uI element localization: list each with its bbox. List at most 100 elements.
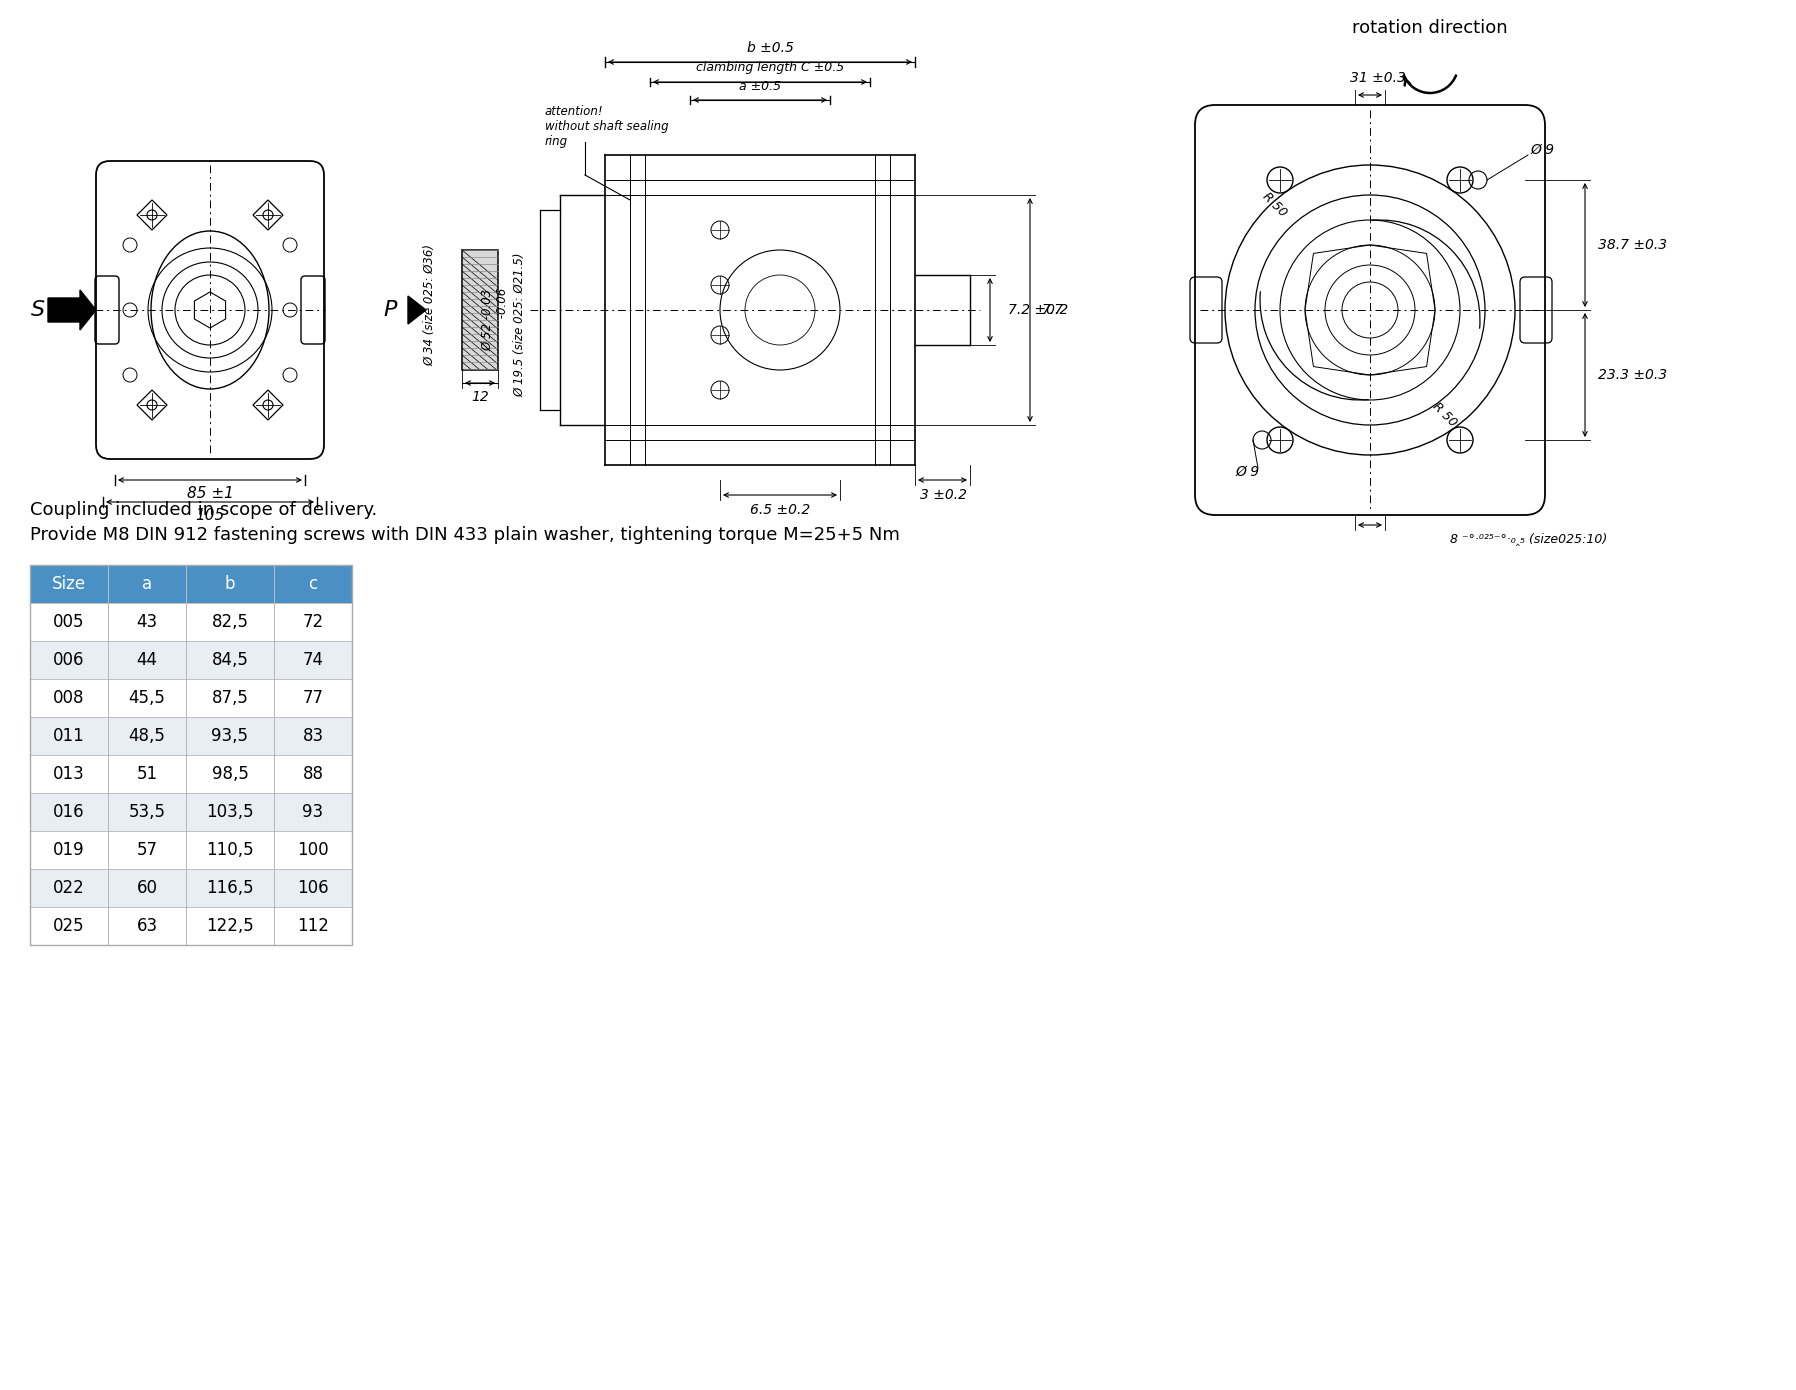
Bar: [31, 678, 108, 717]
Text: S: S: [31, 300, 45, 320]
Text: b ±0.5: b ±0.5: [747, 40, 794, 56]
Text: 116,5: 116,5: [207, 878, 253, 897]
Text: 112: 112: [296, 917, 329, 935]
Text: 019: 019: [54, 841, 84, 859]
Bar: [108, 794, 187, 831]
Bar: [31, 641, 108, 678]
Bar: [31, 564, 352, 945]
Bar: [275, 603, 352, 641]
Bar: [275, 755, 352, 794]
Text: 022: 022: [54, 878, 84, 897]
Text: 006: 006: [54, 651, 84, 669]
Text: 23.3 ±0.3: 23.3 ±0.3: [1598, 368, 1667, 382]
Text: 8 ⁻°·⁰²⁵⁻°·₀‸₅ (size025:10): 8 ⁻°·⁰²⁵⁻°·₀‸₅ (size025:10): [1449, 534, 1607, 546]
Polygon shape: [48, 291, 95, 329]
Text: b: b: [224, 575, 235, 594]
Text: 6.5 ±0.2: 6.5 ±0.2: [751, 503, 810, 517]
Bar: [462, 250, 497, 370]
Bar: [187, 717, 275, 755]
Text: 77: 77: [302, 689, 323, 708]
Bar: [108, 603, 187, 641]
Text: 72: 72: [302, 613, 323, 631]
Polygon shape: [408, 296, 426, 324]
Text: a: a: [142, 575, 153, 594]
Text: Provide M8 DIN 912 fastening screws with DIN 433 plain washer, tightening torque: Provide M8 DIN 912 fastening screws with…: [31, 525, 900, 543]
Bar: [275, 794, 352, 831]
Text: 110,5: 110,5: [207, 841, 253, 859]
Text: 105: 105: [196, 509, 224, 524]
Text: 106: 106: [296, 878, 329, 897]
Bar: [108, 908, 187, 945]
Bar: [187, 908, 275, 945]
Bar: [108, 678, 187, 717]
Text: 44: 44: [136, 651, 158, 669]
Text: 48,5: 48,5: [129, 727, 165, 745]
Text: 013: 013: [54, 765, 84, 783]
Text: Ø 34 (size 025: Ø36): Ø 34 (size 025: Ø36): [424, 245, 436, 366]
Bar: [108, 564, 187, 603]
Text: 31 ±0.3: 31 ±0.3: [1351, 71, 1406, 85]
Text: Size: Size: [52, 575, 86, 594]
Bar: [187, 869, 275, 908]
Bar: [108, 869, 187, 908]
Text: Ø 9: Ø 9: [1530, 143, 1554, 157]
Bar: [31, 603, 108, 641]
Text: 3 ±0.2: 3 ±0.2: [920, 488, 966, 502]
Bar: [108, 717, 187, 755]
Text: 93,5: 93,5: [212, 727, 248, 745]
Bar: [275, 678, 352, 717]
Text: c: c: [309, 575, 318, 594]
Bar: [31, 794, 108, 831]
Bar: [187, 564, 275, 603]
Text: 45,5: 45,5: [129, 689, 165, 708]
Text: 57: 57: [136, 841, 158, 859]
Bar: [275, 717, 352, 755]
Bar: [187, 831, 275, 869]
Text: Ø 52 -0.03
         -0.06: Ø 52 -0.03 -0.06: [481, 288, 508, 352]
Text: 83: 83: [302, 727, 323, 745]
Bar: [275, 831, 352, 869]
Bar: [187, 794, 275, 831]
Bar: [108, 755, 187, 794]
Bar: [187, 678, 275, 717]
Text: 7.7: 7.7: [1042, 303, 1063, 317]
Text: 38.7 ±0.3: 38.7 ±0.3: [1598, 238, 1667, 252]
Text: 011: 011: [54, 727, 84, 745]
Text: 122,5: 122,5: [207, 917, 253, 935]
Text: 93: 93: [302, 803, 323, 821]
Text: 100: 100: [296, 841, 329, 859]
Bar: [31, 755, 108, 794]
Text: 84,5: 84,5: [212, 651, 248, 669]
Text: 60: 60: [136, 878, 158, 897]
Bar: [187, 603, 275, 641]
Bar: [275, 564, 352, 603]
Bar: [275, 869, 352, 908]
Text: attention!
without shaft sealing
ring: attention! without shaft sealing ring: [544, 106, 668, 147]
Text: 53,5: 53,5: [129, 803, 165, 821]
Text: 016: 016: [54, 803, 84, 821]
Text: 88: 88: [302, 765, 323, 783]
Bar: [275, 908, 352, 945]
Text: R 50: R 50: [1261, 190, 1290, 220]
Text: 7.2 ±0.2: 7.2 ±0.2: [1008, 303, 1069, 317]
Text: Ø 19.5 (size 025: Ø21.5): Ø 19.5 (size 025: Ø21.5): [514, 253, 526, 398]
Bar: [108, 641, 187, 678]
Text: 98,5: 98,5: [212, 765, 248, 783]
Bar: [187, 641, 275, 678]
Text: 005: 005: [54, 613, 84, 631]
Bar: [31, 869, 108, 908]
Bar: [31, 564, 108, 603]
Text: 82,5: 82,5: [212, 613, 248, 631]
Bar: [31, 717, 108, 755]
Bar: [31, 908, 108, 945]
Text: P: P: [383, 300, 397, 320]
Text: 12: 12: [471, 391, 489, 404]
Bar: [187, 755, 275, 794]
Bar: [108, 831, 187, 869]
Text: a ±0.5: a ±0.5: [738, 79, 781, 93]
Text: 74: 74: [302, 651, 323, 669]
Text: 63: 63: [136, 917, 158, 935]
Text: Coupling included in scope of delivery.: Coupling included in scope of delivery.: [31, 500, 377, 518]
Text: 87,5: 87,5: [212, 689, 248, 708]
Text: 85 ±1: 85 ±1: [187, 486, 233, 502]
